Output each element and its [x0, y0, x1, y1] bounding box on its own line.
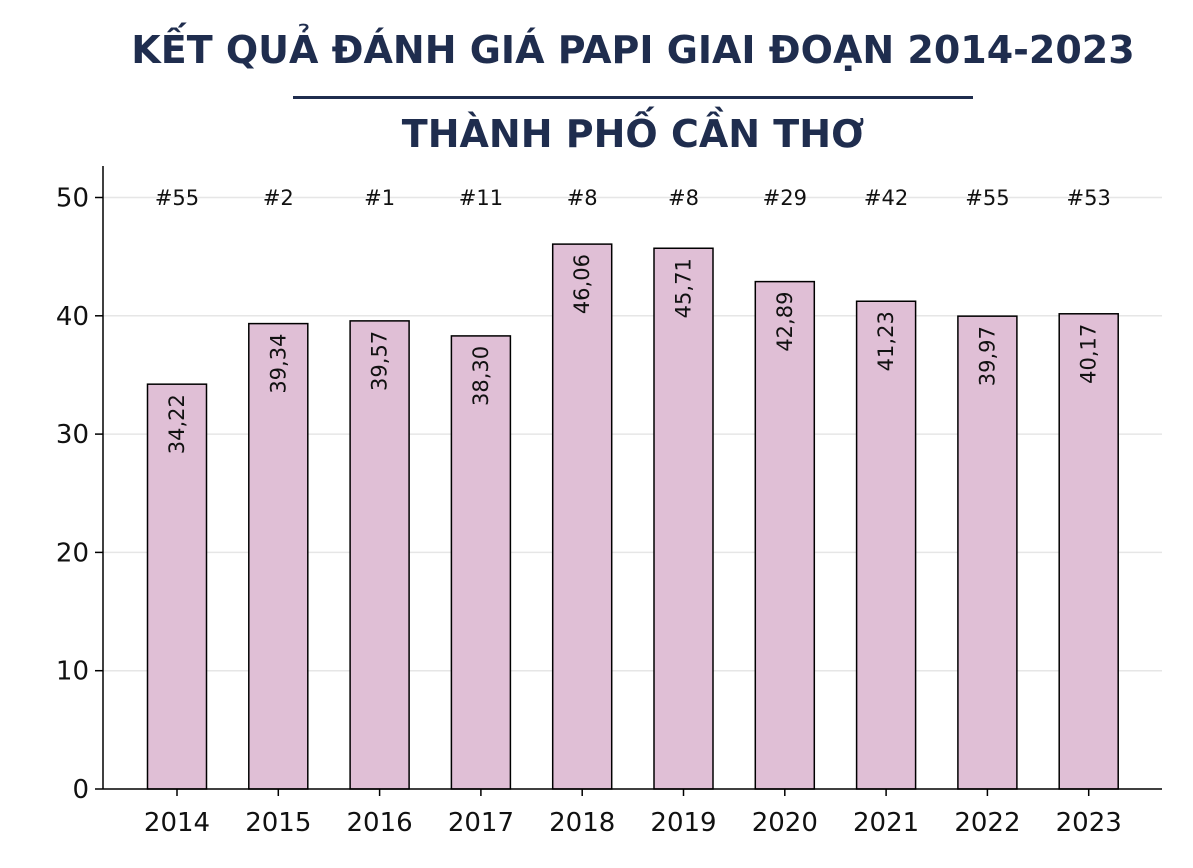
rank-label: #8 [668, 186, 699, 210]
y-tick-label: 30 [56, 420, 89, 450]
y-tick-label: 50 [56, 184, 89, 214]
x-tick-label: 2015 [245, 808, 311, 838]
bar-2018 [551, 243, 613, 790]
x-tick-label: 2014 [144, 808, 210, 838]
labels: 2014 34,22 #55 2015 39,34 #2 2016 39,57 #1 2017 38… [144, 186, 1122, 838]
x-tick-label: 2017 [448, 808, 514, 838]
rank-label: #11 [459, 186, 503, 210]
data-label: 40,17 [1077, 324, 1101, 384]
data-label: 42,89 [773, 292, 797, 352]
chart-title-block: KẾT QUẢ ĐÁNH GIÁ PAPI GIAI ĐOẠN 2014-202… [0, 0, 1193, 165]
title-divider [293, 96, 973, 99]
data-label: 39,57 [368, 331, 392, 391]
axes: 0 10 20 30 40 50 [56, 166, 1162, 805]
data-label: 39,34 [266, 334, 290, 394]
rank-label: #8 [567, 186, 598, 210]
data-label: 46,06 [570, 254, 594, 314]
data-label: 41,23 [874, 311, 898, 371]
bar-2014 [146, 383, 208, 790]
chart-title: KẾT QUẢ ĐÁNH GIÁ PAPI GIAI ĐOẠN 2014-202… [131, 28, 1135, 72]
x-tick-label: 2019 [650, 808, 716, 838]
x-tick-label: 2023 [1056, 808, 1122, 838]
bar-2016 [349, 320, 410, 790]
x-tick-label: 2020 [752, 808, 818, 838]
bar-2019 [653, 247, 714, 790]
data-label: 39,97 [975, 326, 999, 386]
bar-2015 [248, 322, 309, 790]
rank-label: #1 [364, 186, 395, 210]
rank-label: #29 [763, 186, 807, 210]
bars [146, 243, 1119, 790]
x-tick-label: 2021 [853, 808, 919, 838]
rank-label: #42 [864, 186, 908, 210]
x-tick-label: 2018 [549, 808, 615, 838]
data-label: 38,30 [469, 346, 493, 406]
rank-label: #55 [965, 186, 1009, 210]
data-label: 45,71 [672, 258, 696, 318]
data-label: 34,22 [165, 394, 189, 454]
rank-label: #55 [155, 186, 199, 210]
x-tick-label: 2022 [954, 808, 1020, 838]
bar-2020 [754, 280, 816, 790]
bar-2022 [957, 315, 1018, 790]
bar-2023 [1058, 313, 1119, 790]
y-tick-label: 20 [56, 538, 89, 568]
y-tick-label: 0 [72, 775, 89, 805]
rank-label: #53 [1067, 186, 1111, 210]
rank-label: #2 [263, 186, 294, 210]
x-tick-label: 2016 [347, 808, 413, 838]
bar-2021 [855, 300, 917, 790]
y-tick-label: 40 [56, 302, 89, 332]
chart-subtitle: THÀNH PHỐ CẦN THƠ [401, 112, 865, 156]
bar-2017 [450, 335, 512, 790]
y-tick-label: 10 [56, 657, 89, 687]
